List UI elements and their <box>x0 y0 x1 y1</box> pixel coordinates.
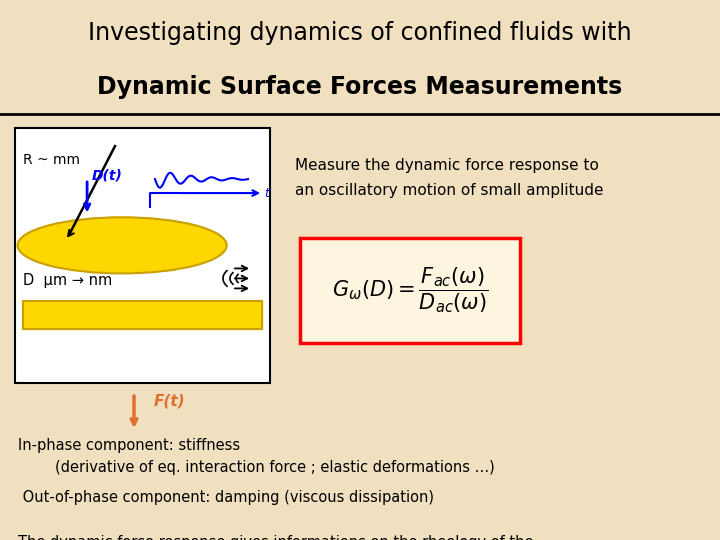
Text: In-phase component: stiffness: In-phase component: stiffness <box>18 438 240 453</box>
Text: Dynamic Surface Forces Measurements: Dynamic Surface Forces Measurements <box>97 75 623 99</box>
Text: D  μm → nm: D μm → nm <box>23 273 112 288</box>
Bar <box>23 301 262 329</box>
Text: an oscillatory motion of small amplitude: an oscillatory motion of small amplitude <box>295 183 603 198</box>
Text: Measure the dynamic force response to: Measure the dynamic force response to <box>295 158 599 173</box>
Text: $G_{\omega}(D) = \dfrac{F_{ac}(\omega)}{D_{ac}(\omega)}$: $G_{\omega}(D) = \dfrac{F_{ac}(\omega)}{… <box>332 266 488 315</box>
Text: R ~ mm: R ~ mm <box>23 153 80 167</box>
Text: F(t): F(t) <box>154 393 186 408</box>
Text: Investigating dynamics of confined fluids with: Investigating dynamics of confined fluid… <box>88 21 632 44</box>
Text: The dynamic force response gives informations on the rheology of the: The dynamic force response gives informa… <box>18 535 534 540</box>
Bar <box>23 301 262 329</box>
Text: (derivative of eq. interaction force ; elastic deformations …): (derivative of eq. interaction force ; e… <box>18 460 495 475</box>
FancyBboxPatch shape <box>300 238 520 343</box>
Text: Out-of-phase component: damping (viscous dissipation): Out-of-phase component: damping (viscous… <box>18 490 434 505</box>
Text: D(t): D(t) <box>92 169 123 183</box>
Ellipse shape <box>17 217 227 273</box>
Text: t: t <box>264 187 269 200</box>
FancyBboxPatch shape <box>15 128 270 383</box>
